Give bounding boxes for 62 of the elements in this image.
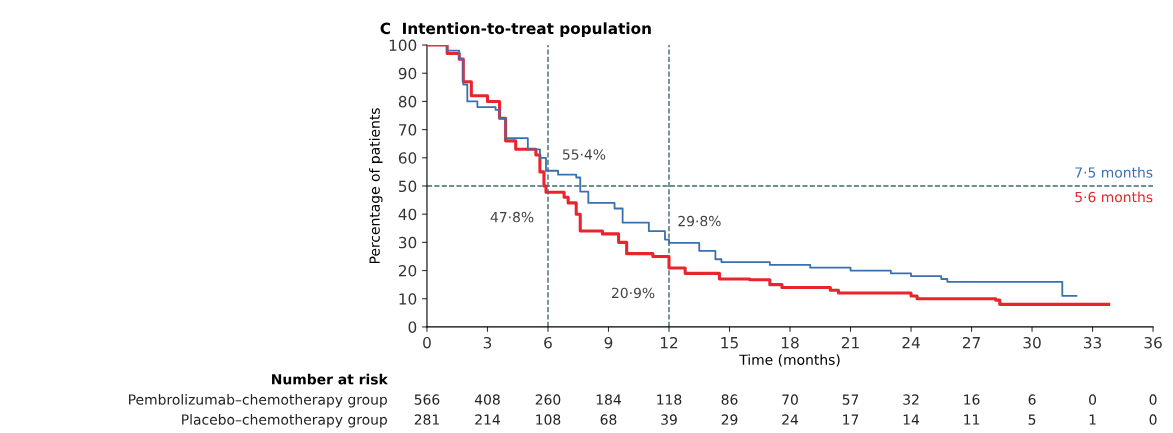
text: 39 <box>661 414 677 425</box>
text: Pembrolizumab–chemotherapy group <box>129 394 387 408</box>
annotation: 47·8% <box>490 211 534 223</box>
y-tick-label: 60 <box>398 152 417 164</box>
text: 118 <box>657 394 682 405</box>
x-tick-label: 0 <box>423 336 431 349</box>
text: 32 <box>903 394 919 405</box>
x-axis-title: Time (months) <box>739 354 840 367</box>
text: 14 <box>903 414 920 425</box>
x-tick-label: 9 <box>604 336 613 349</box>
text: 0 <box>1149 414 1157 425</box>
y-axis-title: Percentage of patients <box>369 108 383 264</box>
annotation: 5·6 months <box>1075 191 1153 203</box>
x-tick-label: 30 <box>1023 336 1041 349</box>
text: 281 <box>414 414 439 425</box>
text: 29 <box>721 414 738 425</box>
text: 566 <box>414 394 440 405</box>
text: 0 <box>1089 394 1097 405</box>
y-tick-label: 30 <box>398 236 417 249</box>
x-tick-label: 3 <box>483 336 492 349</box>
x-tick-label: 21 <box>841 336 859 349</box>
annotation: 29·8% <box>678 215 721 227</box>
text: 86 <box>721 394 738 405</box>
y-tick-label: 80 <box>398 95 417 108</box>
x-tick-label: 36 <box>1144 336 1162 349</box>
x-tick-label: 33 <box>1084 336 1102 349</box>
y-tick-label: 20 <box>398 265 417 277</box>
x-tick-label: 12 <box>660 336 678 349</box>
y-tick-label: 50 <box>398 180 417 192</box>
y-tick-label: 0 <box>408 321 417 333</box>
y-tick-label: 70 <box>399 124 417 136</box>
y-tick-label: 90 <box>398 67 417 80</box>
x-tick-label: 15 <box>721 337 738 349</box>
x-tick-label: 24 <box>902 336 920 349</box>
text: 68 <box>600 414 617 425</box>
text: 214 <box>475 414 500 425</box>
text: 16 <box>964 394 980 405</box>
text: 1 <box>1089 414 1096 425</box>
annotation: 20·9% <box>612 287 655 299</box>
text: 260 <box>535 394 561 405</box>
text: 70 <box>782 394 798 405</box>
text: 184 <box>596 394 621 405</box>
y-tick-label: 10 <box>399 293 417 305</box>
text: 6 <box>1028 394 1036 405</box>
y-tick-label: 40 <box>398 208 417 221</box>
text: 108 <box>536 414 561 425</box>
x-tick-label: 18 <box>781 336 799 349</box>
text: 5 <box>1028 414 1036 425</box>
text: 17 <box>843 414 859 425</box>
x-tick-label: 6 <box>544 336 552 349</box>
y-tick-label: 100 <box>389 39 417 52</box>
text: 24 <box>782 414 799 425</box>
text: Number at risk <box>272 373 389 385</box>
text: 11 <box>964 414 980 425</box>
annotation: 7·5 months <box>1075 166 1153 178</box>
text: 57 <box>842 394 859 405</box>
text: 0 <box>1149 394 1157 405</box>
chart-title: C Intention-to-treat population <box>380 22 651 38</box>
text: Placebo–chemotherapy group <box>182 414 387 428</box>
annotation: 55·4% <box>562 149 606 160</box>
x-tick-label: 27 <box>962 336 980 349</box>
text: 408 <box>474 394 500 405</box>
